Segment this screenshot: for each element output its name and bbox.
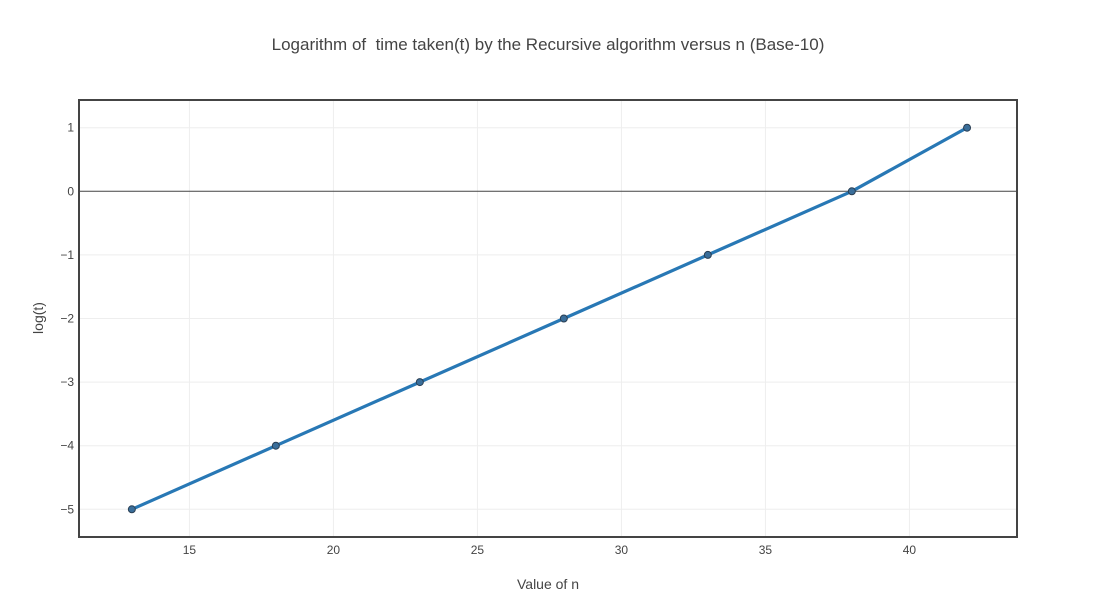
data-point-0-0[interactable] [127, 505, 136, 514]
x-tick-labels: 15 20 25 30 35 40 [183, 543, 917, 557]
x-tick-label-3: 30 [615, 543, 629, 557]
x-axis-title: Value of n [517, 576, 579, 592]
y-tick-label-0: 1 [67, 121, 74, 135]
y-tick-label-2: −1 [60, 248, 74, 262]
data-point-0-3[interactable] [559, 314, 568, 323]
data-point-0-1[interactable] [271, 441, 280, 450]
y-tick-label-6: −5 [60, 502, 74, 516]
series [127, 123, 972, 514]
data-point-0-4[interactable] [703, 250, 712, 259]
data-point-0-6[interactable] [963, 123, 972, 132]
y-tick-label-3: −2 [60, 312, 74, 326]
x-tick-label-2: 25 [471, 543, 485, 557]
y-tick-label-4: −3 [60, 375, 74, 389]
y-tick-label-1: 0 [67, 184, 74, 198]
data-point-0-5[interactable] [847, 187, 856, 196]
chart-title: Logarithm of time taken(t) by the Recurs… [272, 35, 825, 54]
y-tick-label-5: −4 [60, 439, 74, 453]
x-tick-label-1: 20 [327, 543, 341, 557]
x-tick-label-0: 15 [183, 543, 197, 557]
x-tick-label-5: 40 [903, 543, 917, 557]
grid [80, 101, 1016, 536]
y-tick-labels: 1 0 −1 −2 −3 −4 −5 [60, 121, 74, 517]
plot-frame [78, 99, 1018, 538]
x-tick-label-4: 35 [759, 543, 773, 557]
data-point-0-2[interactable] [415, 378, 424, 387]
y-axis-title: log(t) [30, 302, 46, 334]
